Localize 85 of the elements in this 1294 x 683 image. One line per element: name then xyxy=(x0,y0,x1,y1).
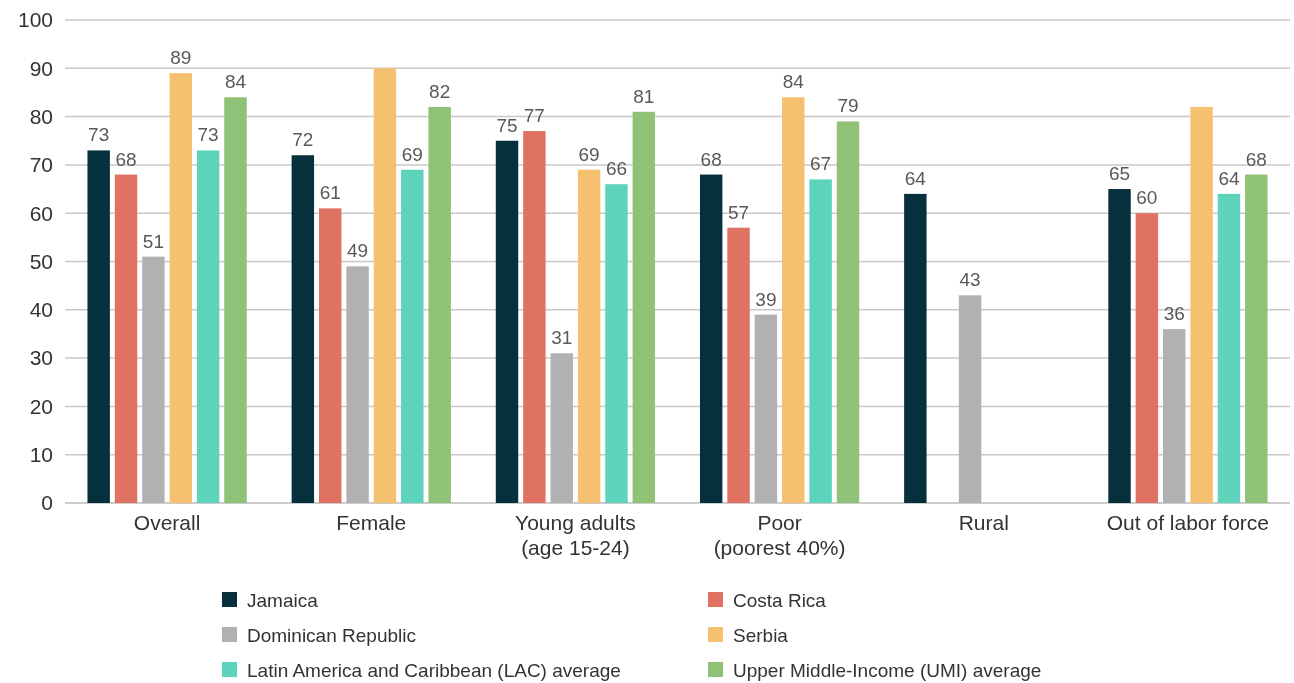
legend-label: Jamaica xyxy=(247,589,319,611)
data-label: 68 xyxy=(115,148,137,170)
data-label: 84 xyxy=(782,71,805,93)
bar xyxy=(699,174,723,503)
x-tick-label: Overall xyxy=(133,511,201,534)
bar xyxy=(428,106,451,503)
bar xyxy=(318,208,342,503)
bar xyxy=(142,256,165,503)
bar xyxy=(1190,106,1213,503)
y-tick-label: 100 xyxy=(17,8,53,32)
y-tick-label: 70 xyxy=(29,153,53,177)
data-label: 73 xyxy=(197,124,219,146)
legend-label: Serbia xyxy=(733,624,789,646)
data-label: 72 xyxy=(292,129,314,151)
data-label: 77 xyxy=(523,105,545,127)
data-label: 51 xyxy=(142,230,164,252)
data-label: 75 xyxy=(496,114,518,136)
data-label: 68 xyxy=(700,148,722,170)
y-tick-label: 60 xyxy=(29,201,53,225)
bar xyxy=(809,179,832,503)
data-label: 57 xyxy=(727,201,750,223)
bar xyxy=(550,353,573,503)
bar xyxy=(904,193,927,503)
data-label: 82 xyxy=(429,80,451,102)
bar xyxy=(782,97,805,503)
data-label: 64 xyxy=(904,167,927,189)
bar xyxy=(605,184,628,503)
data-label: 69 xyxy=(578,143,600,165)
x-tick-label: Female xyxy=(336,511,407,534)
bar xyxy=(754,314,778,503)
bar xyxy=(836,121,860,503)
bar xyxy=(114,174,138,503)
data-label: 67 xyxy=(810,153,832,175)
bar xyxy=(87,150,110,503)
x-tick-label: Out of labor force xyxy=(1106,511,1270,534)
data-label: 61 xyxy=(319,182,341,204)
y-tick-label: 20 xyxy=(29,394,53,418)
data-label: 79 xyxy=(837,95,859,117)
bar xyxy=(373,68,397,503)
y-tick-label: 90 xyxy=(29,56,53,80)
data-label: 66 xyxy=(605,158,628,180)
data-label: 73 xyxy=(88,124,110,146)
data-label: 69 xyxy=(401,143,423,165)
bar xyxy=(727,227,750,503)
data-label: 68 xyxy=(1245,148,1267,170)
data-label: 60 xyxy=(1136,187,1158,209)
bar xyxy=(291,155,315,503)
bar xyxy=(1163,329,1186,503)
bar xyxy=(632,111,656,503)
data-label: 84 xyxy=(224,71,247,93)
bar xyxy=(401,169,424,503)
data-label: 81 xyxy=(633,85,655,107)
y-tick-label: 10 xyxy=(29,443,53,467)
x-tick-label: Poor (poorest 40%) xyxy=(713,511,846,559)
data-label: 39 xyxy=(755,288,777,310)
bar xyxy=(523,131,546,503)
bar xyxy=(495,140,519,503)
x-tick-label: Rural xyxy=(958,511,1009,534)
bar xyxy=(577,169,601,503)
bar xyxy=(346,266,369,503)
bar xyxy=(1135,213,1159,503)
bar xyxy=(1108,189,1131,503)
data-label: 49 xyxy=(347,240,369,262)
y-tick-label: 30 xyxy=(29,346,53,370)
data-label: 89 xyxy=(170,47,192,69)
data-label: 36 xyxy=(1163,303,1185,325)
data-label: 31 xyxy=(551,327,573,349)
y-tick-label: 40 xyxy=(29,298,53,322)
y-tick-label: 80 xyxy=(29,104,53,128)
bar xyxy=(1217,193,1241,503)
y-tick-label: 0 xyxy=(41,491,53,515)
bar xyxy=(958,295,982,503)
bar xyxy=(224,97,247,503)
legend-label: Costa Rica xyxy=(733,589,827,611)
legend-label: Upper Middle-Income (UMI) average xyxy=(733,659,1042,681)
bar xyxy=(169,73,192,503)
data-label: 64 xyxy=(1218,167,1240,189)
data-label: 65 xyxy=(1108,163,1131,185)
bar xyxy=(196,150,220,503)
data-label: 43 xyxy=(959,269,981,291)
legend-label: Dominican Republic xyxy=(247,624,416,646)
y-tick-label: 50 xyxy=(29,249,53,273)
bar xyxy=(1245,174,1268,503)
legend-label: Latin America and Caribbean (LAC) average xyxy=(247,659,621,681)
x-tick-label: Young adults (age 15-24) xyxy=(515,511,636,559)
